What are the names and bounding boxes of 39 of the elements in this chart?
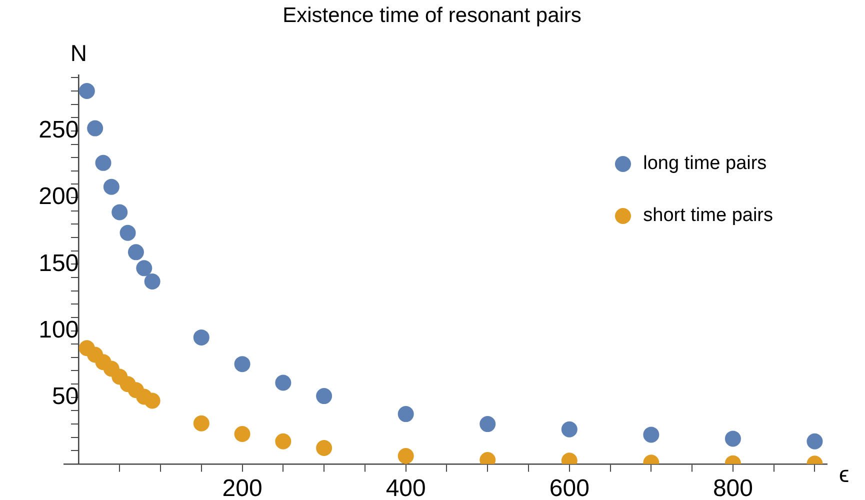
- point: [643, 426, 660, 443]
- point: [398, 448, 414, 464]
- y-tick-label: 250: [38, 116, 79, 144]
- point: [78, 82, 95, 99]
- point: [120, 224, 136, 241]
- point: [724, 430, 741, 447]
- y-tick-label: 200: [38, 183, 79, 210]
- point: [136, 260, 152, 276]
- x-tick-label: 200: [222, 475, 262, 500]
- x-tick-label: 800: [712, 475, 753, 500]
- point: [234, 356, 250, 372]
- x-axis-title: ϵ: [839, 461, 850, 487]
- legend-label: long time pairs: [643, 153, 767, 175]
- point: [95, 154, 112, 171]
- point: [398, 406, 414, 422]
- point: [193, 415, 210, 432]
- point: [112, 204, 128, 220]
- x-tick-label: 600: [549, 475, 590, 500]
- point: [316, 388, 332, 404]
- y-tick-label: 50: [52, 383, 79, 410]
- point: [193, 329, 210, 346]
- y-tick-label: 100: [38, 316, 79, 344]
- point: [480, 416, 496, 432]
- legend-label: short time pairs: [643, 205, 773, 227]
- point: [275, 374, 292, 391]
- point: [87, 120, 104, 136]
- y-tick-label: 150: [38, 250, 79, 277]
- y-axis-title: N: [70, 40, 88, 66]
- point: [234, 426, 250, 442]
- point: [275, 433, 292, 450]
- point: [103, 178, 120, 195]
- point: [128, 244, 144, 260]
- x-tick-label: 400: [386, 475, 426, 500]
- point: [144, 392, 160, 409]
- point: [561, 421, 578, 438]
- point: [144, 273, 160, 290]
- chart-title: Existence time of resonant pairs: [282, 4, 582, 27]
- point: [806, 433, 823, 450]
- point: [316, 440, 332, 456]
